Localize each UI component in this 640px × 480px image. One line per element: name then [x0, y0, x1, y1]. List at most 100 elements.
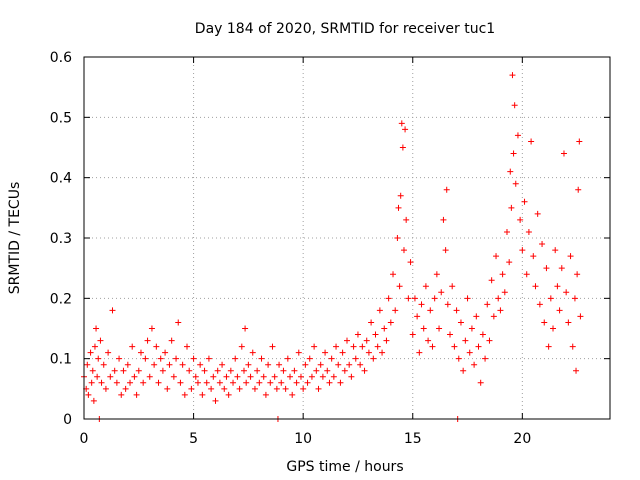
x-tick-label: 0	[80, 431, 89, 447]
data-point	[560, 150, 567, 157]
data-point	[397, 192, 404, 199]
data-point	[399, 144, 406, 151]
y-tick-label: 0.2	[50, 291, 72, 307]
data-points	[81, 72, 584, 422]
data-point	[304, 379, 311, 386]
data-point	[464, 295, 471, 302]
data-point	[313, 367, 320, 374]
x-tick-label: 15	[404, 431, 422, 447]
data-point	[376, 307, 383, 314]
data-point	[443, 186, 450, 193]
data-point	[414, 313, 421, 320]
data-point	[267, 379, 274, 386]
data-point	[346, 361, 353, 368]
data-point	[368, 319, 375, 326]
data-point	[148, 325, 155, 332]
data-point	[131, 373, 138, 380]
data-point	[554, 283, 561, 290]
data-point	[118, 391, 125, 398]
y-tick-label: 0	[63, 412, 72, 428]
data-point	[575, 186, 582, 193]
data-point	[230, 379, 237, 386]
data-point	[341, 367, 348, 374]
data-point	[91, 343, 98, 350]
y-axis-label: SRMTID / TECUs	[7, 182, 23, 295]
data-point	[442, 247, 449, 254]
y-tick-label: 0.3	[50, 231, 72, 247]
data-point	[385, 295, 392, 302]
data-point	[232, 355, 239, 362]
data-point	[556, 307, 563, 314]
x-tick-label: 5	[189, 431, 198, 447]
data-point	[311, 343, 318, 350]
data-point	[333, 343, 340, 350]
data-point	[350, 343, 357, 350]
data-point	[509, 72, 516, 79]
data-point	[293, 379, 300, 386]
data-point	[162, 349, 169, 356]
data-point	[390, 271, 397, 278]
data-point	[339, 349, 346, 356]
data-point	[539, 241, 546, 248]
data-point	[326, 379, 333, 386]
data-point	[436, 325, 443, 332]
data-point	[370, 355, 377, 362]
y-tick-label: 0.5	[50, 110, 72, 126]
data-point	[135, 367, 142, 374]
data-point	[265, 361, 272, 368]
data-point	[525, 228, 532, 235]
data-point	[94, 373, 101, 380]
data-point	[129, 343, 136, 350]
data-point	[475, 343, 482, 350]
data-point	[418, 301, 425, 308]
data-point	[227, 367, 234, 374]
data-point	[322, 349, 329, 356]
data-point	[88, 379, 95, 386]
data-point	[438, 289, 445, 296]
data-point	[137, 349, 144, 356]
data-point	[102, 385, 109, 392]
data-point	[140, 379, 147, 386]
data-point	[254, 367, 261, 374]
data-point	[395, 204, 402, 211]
data-point	[120, 367, 127, 374]
data-point	[133, 391, 140, 398]
data-point	[236, 385, 243, 392]
data-point	[563, 289, 570, 296]
data-point	[508, 204, 515, 211]
data-point	[536, 301, 543, 308]
data-point	[519, 247, 526, 254]
data-point	[262, 391, 269, 398]
data-point	[107, 373, 114, 380]
data-point	[89, 367, 96, 374]
data-point	[420, 325, 427, 332]
data-point	[431, 295, 438, 302]
data-point	[517, 216, 524, 223]
data-point	[324, 367, 331, 374]
data-point	[394, 235, 401, 241]
data-point	[201, 367, 208, 374]
data-point	[545, 343, 552, 350]
data-point	[95, 355, 102, 362]
data-point	[352, 355, 359, 362]
data-point	[238, 343, 245, 350]
data-point	[547, 295, 554, 302]
data-point	[208, 385, 215, 392]
data-point	[142, 355, 149, 362]
data-point	[184, 343, 191, 350]
data-point	[282, 385, 289, 392]
data-point	[260, 373, 267, 380]
data-point	[247, 373, 254, 380]
data-point	[170, 373, 177, 380]
data-point	[330, 373, 337, 380]
y-tick-label: 0.1	[50, 352, 72, 368]
plot-frame	[83, 56, 611, 420]
data-point	[453, 307, 460, 314]
data-point	[411, 295, 418, 302]
data-point	[197, 361, 204, 368]
data-point	[449, 283, 456, 290]
data-point	[245, 361, 252, 368]
data-point	[466, 349, 473, 356]
data-point	[528, 138, 535, 145]
data-point	[501, 289, 508, 296]
